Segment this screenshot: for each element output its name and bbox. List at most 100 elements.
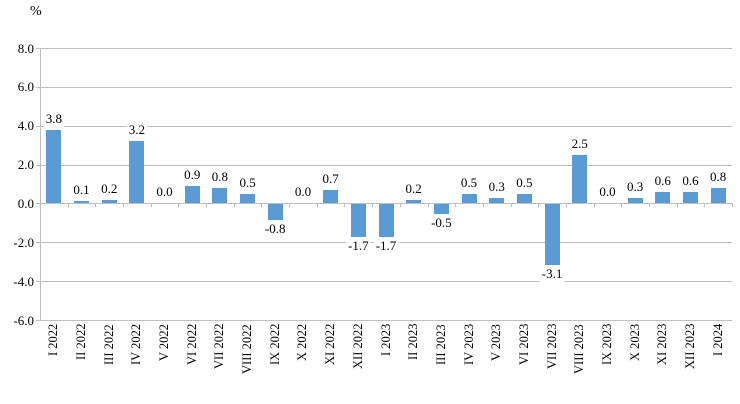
bar [489, 197, 505, 204]
x-axis-tick [40, 203, 41, 208]
x-axis-tick [206, 203, 208, 208]
x-axis-tick [178, 203, 180, 208]
y-axis-tick [36, 125, 40, 127]
x-axis-tick [427, 203, 429, 208]
bar [378, 204, 394, 238]
gridline [40, 86, 732, 88]
gridline [40, 320, 732, 321]
x-axis-label: VII 2022 [212, 324, 227, 370]
x-axis-tick [482, 203, 484, 208]
x-axis-tick [455, 203, 457, 208]
x-axis-label: VI 2023 [516, 324, 531, 366]
x-axis-tick [316, 203, 318, 208]
bar-value-label: 3.2 [126, 122, 147, 139]
x-axis-label: V 2022 [157, 324, 172, 361]
gridline [40, 164, 732, 166]
x-axis-label: VIII 2023 [572, 324, 587, 374]
x-axis-label: IV 2023 [461, 324, 476, 366]
bar [184, 185, 200, 204]
x-axis-tick [565, 203, 567, 208]
y-axis-tick [36, 320, 40, 321]
x-axis-tick [510, 203, 512, 208]
x-axis-label: IX 2022 [267, 324, 282, 366]
x-axis-label: XI 2022 [323, 324, 338, 366]
x-axis-tick [676, 203, 678, 208]
x-axis-label: IV 2022 [129, 324, 144, 366]
x-axis-label: I 2024 [710, 324, 725, 357]
bar-value-label: 0.3 [624, 178, 646, 195]
x-axis-label: VI 2022 [184, 324, 199, 366]
y-axis-tick-label: 8.0 [17, 40, 34, 56]
x-axis-label: II 2022 [74, 324, 89, 361]
gridline [40, 125, 732, 127]
bar [433, 204, 449, 215]
gridline [40, 203, 732, 205]
bar [101, 199, 117, 204]
x-axis-label: I 2022 [46, 324, 61, 357]
x-axis-label: III 2022 [101, 324, 116, 365]
bar-value-label: 0.0 [154, 184, 175, 201]
bar [74, 201, 90, 204]
x-axis-label: I 2023 [378, 324, 393, 357]
x-axis-tick [344, 203, 346, 208]
x-axis-label: VII 2023 [544, 324, 559, 370]
bar [627, 197, 643, 204]
y-axis-tick [36, 281, 40, 283]
y-axis-tick-label: -6.0 [13, 312, 34, 328]
bar [710, 187, 726, 204]
bar-value-label: 0.6 [680, 172, 701, 189]
x-axis-tick [732, 203, 733, 208]
y-axis-unit-label: % [30, 4, 42, 19]
bar-value-label: 0.1 [71, 182, 92, 199]
x-axis-label: XII 2022 [350, 324, 365, 370]
x-axis-label: III 2023 [433, 324, 448, 365]
x-axis-tick [289, 203, 291, 208]
bar [461, 193, 477, 204]
x-axis-label: II 2023 [406, 324, 421, 361]
bar-value-label: 0.5 [458, 174, 480, 191]
y-axis-tick-label: 4.0 [17, 118, 34, 134]
bar [267, 204, 283, 220]
bar [350, 204, 366, 238]
x-axis-tick [593, 203, 595, 208]
x-axis-tick [150, 203, 152, 208]
bar-value-label: 0.5 [514, 174, 535, 191]
x-axis-tick [538, 203, 540, 208]
x-axis-tick [67, 203, 69, 208]
bar-value-label: 0.5 [237, 174, 258, 191]
bar [406, 199, 422, 204]
bar-value-label: 0.6 [652, 172, 673, 189]
bar [240, 193, 256, 204]
bar-value-label: 0.8 [708, 168, 729, 185]
bar-value-label: -0.8 [262, 220, 288, 237]
bar-value-label: 3.8 [43, 110, 64, 127]
bar-value-label: 0.7 [320, 170, 341, 187]
x-axis-label: IX 2023 [599, 324, 614, 366]
x-axis-tick [233, 203, 235, 208]
x-axis-label: V 2023 [489, 324, 504, 361]
x-axis-label: X 2022 [295, 324, 310, 362]
bar [212, 187, 228, 204]
bar-value-label: 0.3 [486, 178, 507, 195]
bar-value-label: -3.1 [539, 265, 565, 282]
y-axis-tick [36, 203, 40, 205]
y-axis-tick-label: 6.0 [17, 79, 34, 95]
x-axis-label: XI 2023 [655, 324, 670, 366]
x-axis-label: VIII 2022 [240, 324, 255, 374]
y-axis-tick [36, 242, 40, 244]
bar-value-label: -1.7 [346, 238, 371, 255]
x-axis-tick [399, 203, 401, 208]
bar [323, 189, 339, 204]
x-axis-tick [621, 203, 623, 208]
x-axis-tick [704, 203, 706, 208]
y-axis-line [40, 48, 41, 320]
y-axis-tick-label: -4.0 [13, 273, 34, 289]
bar-value-label: -0.5 [429, 215, 454, 232]
bar [129, 141, 145, 204]
y-axis-tick [36, 86, 40, 88]
x-axis-tick [261, 203, 263, 208]
bar [655, 191, 671, 204]
y-axis-tick [36, 48, 40, 49]
bar [572, 154, 588, 204]
